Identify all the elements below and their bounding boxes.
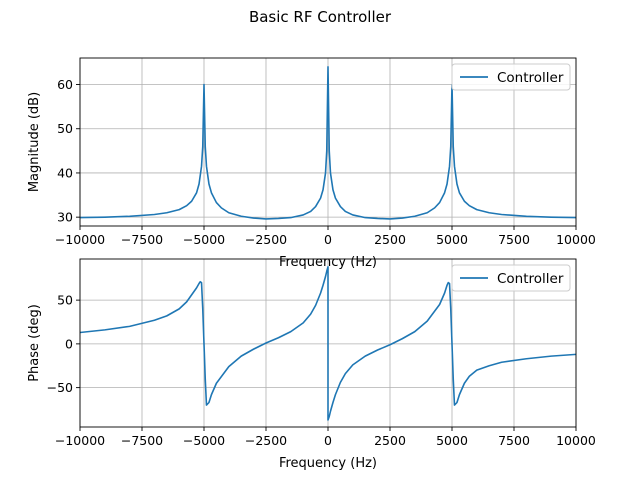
legend: Controller xyxy=(451,264,571,292)
y-tick-label: 0 xyxy=(65,336,73,351)
x-tick-label: 5000 xyxy=(436,433,468,448)
x-tick-label: −5000 xyxy=(183,232,225,247)
x-tick-label: 5000 xyxy=(436,232,468,247)
subplot-2: −10000 −7500 −5000 −2500 0 2500 5000 7500 10000 −… xyxy=(27,258,596,471)
series-line-1 xyxy=(80,266,576,421)
figure-title: Basic RF Controller xyxy=(249,8,392,26)
x-tick-label: −10000 xyxy=(55,232,105,247)
x-tick-label: 2500 xyxy=(374,433,406,448)
series-line-1 xyxy=(80,66,576,220)
x-axis-label: Frequency (Hz) xyxy=(279,456,377,471)
x-tick-label: 0 xyxy=(324,232,332,247)
legend: Controller xyxy=(451,63,571,91)
legend-label: Controller xyxy=(497,70,564,86)
y-axis-label: Phase (deg) xyxy=(27,304,42,382)
x-tick-label: −10000 xyxy=(55,433,105,448)
x-tick-label: −5000 xyxy=(183,433,225,448)
legend-box xyxy=(451,63,571,91)
y-tick-label: 30 xyxy=(57,210,73,225)
x-tick-label: 2500 xyxy=(374,232,406,247)
y-tick-label: 40 xyxy=(57,165,73,180)
x-tick-label: 0 xyxy=(324,433,332,448)
x-tick-label: −7500 xyxy=(121,232,163,247)
x-tick-label: 7500 xyxy=(498,232,530,247)
y-tick-label: −50 xyxy=(47,380,73,395)
y-tick-label: 50 xyxy=(57,121,73,136)
x-tick-label: 10000 xyxy=(556,433,596,448)
plots-container: −10000 −7500 −5000 −2500 0 2500 5000 7500 100003… xyxy=(27,57,596,471)
y-axis-label: Magnitude (dB) xyxy=(27,92,42,192)
x-tick-label: −2500 xyxy=(245,232,287,247)
x-tick-label: −7500 xyxy=(121,433,163,448)
x-tick-label: −2500 xyxy=(245,433,287,448)
y-tick-label: 50 xyxy=(57,293,73,308)
legend-label: Controller xyxy=(497,271,564,287)
x-tick-label: 10000 xyxy=(556,232,596,247)
legend-box xyxy=(451,264,571,292)
subplot-1: −10000 −7500 −5000 −2500 0 2500 5000 7500 10000 3… xyxy=(27,57,596,270)
y-tick-label: 60 xyxy=(57,77,73,92)
x-tick-label: 7500 xyxy=(498,433,530,448)
